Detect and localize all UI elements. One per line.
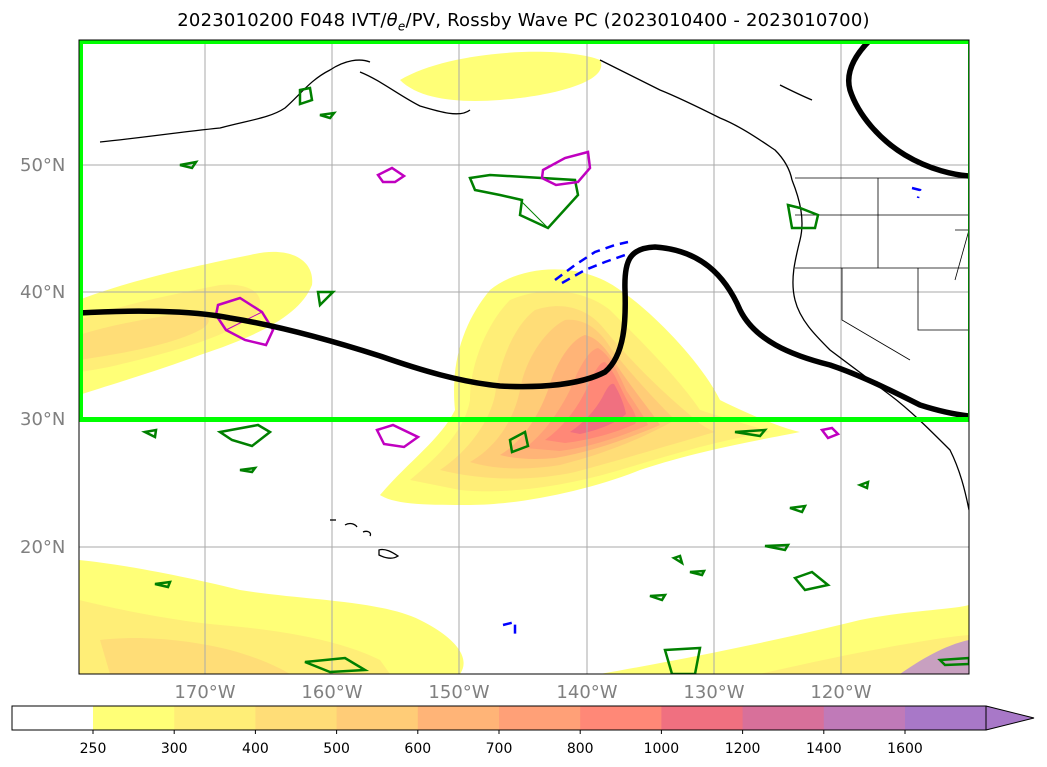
lon-labels: 170°W 160°W 150°W 140°W 130°W 120°W — [174, 682, 871, 703]
pv-contours — [214, 150, 841, 449]
colorbar-segment — [93, 706, 175, 730]
colorbar-segment — [742, 706, 825, 730]
lat-labels: 50°N 40°N 30°N 20°N — [20, 155, 65, 558]
colorbar-tick-label: 500 — [323, 741, 350, 757]
colorbar-tick-label: 1600 — [887, 741, 923, 757]
lat-label-30: 30°N — [20, 409, 65, 430]
colorbar: 250 300 400 500 600 700 800 1000 1200 1400 1600 — [11, 705, 1035, 757]
colorbar-segment — [336, 706, 419, 730]
ivt-south-band — [79, 560, 969, 674]
lat-label-50: 50°N — [20, 155, 65, 176]
lon-label-170w: 170°W — [174, 682, 235, 703]
colorbar-tick-label: 800 — [567, 741, 594, 757]
lat-label-40: 40°N — [20, 282, 65, 303]
ivt-west-lobe — [79, 251, 313, 395]
colorbar-tick-label: 1200 — [725, 741, 761, 757]
colorbar-white-segment — [12, 706, 93, 730]
colorbar-segment — [905, 706, 987, 730]
lon-label-140w: 140°W — [556, 682, 617, 703]
colorbar-tick-label: 300 — [161, 741, 188, 757]
negative-contours — [502, 186, 922, 634]
colorbar-extend-arrow — [986, 706, 1034, 730]
ivt-plume — [380, 269, 800, 505]
colorbar-tick-label: 1400 — [806, 741, 842, 757]
colorbar-tick-label: 700 — [486, 741, 513, 757]
colorbar-segment — [255, 706, 338, 730]
coastlines — [99, 59, 969, 559]
colorbar-segment — [580, 706, 662, 730]
state-borders — [795, 177, 969, 361]
lon-label-130w: 130°W — [683, 682, 744, 703]
colorbar-segment — [823, 706, 906, 730]
colorbar-segment — [499, 706, 581, 730]
ivt-north-patch — [400, 51, 602, 101]
rossby-wave-contour — [79, 244, 969, 419]
lon-label-160w: 160°W — [301, 682, 362, 703]
map-border — [78, 39, 970, 675]
pc-domain-box — [79, 40, 969, 422]
colorbar-segment — [174, 706, 256, 730]
map-title: 2023010200 F048 IVT/θe/PV, Rossby Wave P… — [177, 10, 870, 34]
colorbar-tick-label: 250 — [80, 741, 107, 757]
lon-label-120w: 120°W — [810, 682, 871, 703]
colorbar-tick-label: 600 — [404, 741, 431, 757]
lat-label-20: 20°N — [20, 537, 65, 558]
lon-label-150w: 150°W — [428, 682, 489, 703]
colorbar-segment — [417, 706, 500, 730]
colorbar-tick-label: 400 — [242, 741, 269, 757]
rossby-wave-contour-north — [846, 40, 969, 179]
colorbar-tick-label: 1000 — [644, 741, 680, 757]
theta-e-contours — [141, 86, 969, 674]
colorbar-segment — [661, 706, 744, 730]
